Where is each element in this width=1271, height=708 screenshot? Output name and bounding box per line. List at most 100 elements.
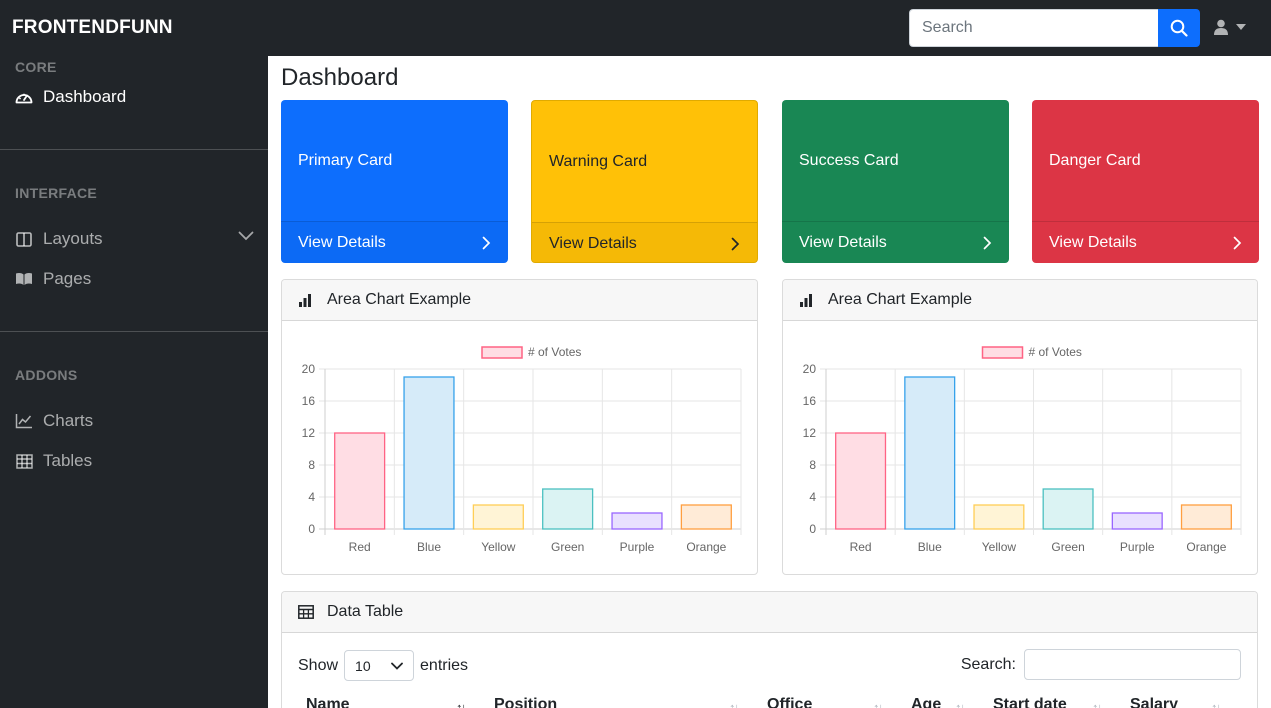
x-tick-label: Purple — [620, 540, 655, 554]
sidebar-item-label: Charts — [43, 411, 94, 430]
column-label: Start date — [993, 696, 1067, 708]
table-icon — [14, 451, 34, 471]
bar — [611, 512, 663, 530]
book-open-icon — [14, 269, 34, 289]
column-header-salary[interactable]: Salary — [1130, 696, 1178, 708]
column-header-age[interactable]: Age — [911, 696, 941, 708]
y-tick-label: 4 — [308, 490, 315, 504]
x-tick-label: Green — [1051, 540, 1084, 554]
x-tick-label: Red — [850, 540, 872, 554]
chart-panel: Area Chart Example # of Votes 0 4 8 12 16 20 Re… — [782, 279, 1258, 575]
bar-chart: # of Votes 0 4 8 12 16 20 Red Blue Yellow Green Pur… — [803, 345, 1242, 554]
legend-swatch — [481, 346, 523, 359]
sidebar-heading-core: Core — [15, 59, 57, 75]
sidebar-item-dashboard[interactable]: Dashboard — [14, 85, 254, 109]
search-input[interactable] — [909, 9, 1158, 47]
x-tick-label: Purple — [1120, 540, 1155, 554]
bar — [835, 432, 887, 530]
sidebar-divider — [0, 331, 268, 332]
view-details-label: View Details — [1049, 233, 1137, 251]
sort-icon: ↑↓ — [873, 700, 884, 708]
page-title: Dashboard — [281, 64, 399, 91]
y-tick-label: 8 — [809, 458, 816, 472]
chevron-right-icon — [731, 237, 740, 250]
view-details-link[interactable]: View Details — [281, 221, 508, 263]
y-tick-label: 0 — [308, 522, 315, 536]
sidebar: Core Dashboard Interface Layouts — [0, 56, 268, 708]
column-header-start-date[interactable]: Start date — [993, 696, 1067, 708]
sort-icon: ↑↓ — [955, 700, 966, 708]
column-label: Age — [911, 696, 942, 708]
view-details-link[interactable]: View Details — [1032, 221, 1259, 263]
sidebar-item-label: Pages — [43, 269, 92, 288]
x-tick-label: Orange — [686, 540, 726, 554]
tachometer-icon — [14, 87, 34, 107]
column-label: Name — [306, 696, 350, 708]
sidebar-item-charts[interactable]: Charts — [14, 409, 254, 433]
sidebar-item-tables[interactable]: Tables — [14, 449, 254, 473]
primary-card: Primary Card View Details — [281, 100, 508, 263]
view-details-label: View Details — [298, 233, 386, 251]
y-tick-label: 0 — [809, 522, 816, 536]
table-icon — [298, 604, 314, 620]
entries-select[interactable]: 10 — [344, 650, 415, 681]
table-header-row: Name ↑↓ Position ↑↓ Office ↑↓ Age ↑↓ Sta… — [298, 696, 1256, 708]
bar — [1180, 504, 1232, 530]
chart-line-icon — [14, 411, 34, 431]
entries-label: entries — [420, 656, 469, 674]
card-label: Success Card — [799, 152, 899, 169]
x-tick-label: Yellow — [982, 540, 1017, 554]
success-card: Success Card View Details — [782, 100, 1009, 263]
user-icon — [1214, 19, 1228, 35]
column-label: Office — [767, 696, 813, 708]
top-navbar: FRONTENDFUNN — [0, 0, 1271, 56]
y-tick-label: 16 — [803, 394, 817, 408]
sidebar-item-label: Tables — [43, 451, 93, 470]
table-search: Search: — [961, 649, 1241, 680]
column-header-name[interactable]: Name — [306, 696, 350, 708]
sort-icon: ↑↓ — [1092, 700, 1103, 708]
sort-icon: ↑↓ — [729, 700, 740, 708]
caret-down-icon — [1236, 24, 1246, 30]
brand-logo[interactable]: FRONTENDFUNN — [12, 17, 173, 38]
view-details-link[interactable]: View Details — [532, 222, 757, 262]
columns-icon — [14, 229, 34, 249]
sort-icon: ↑↓ — [1211, 700, 1222, 708]
legend-swatch — [981, 346, 1024, 359]
view-details-link[interactable]: View Details — [782, 221, 1009, 263]
show-label: Show — [298, 656, 339, 674]
bar — [403, 376, 455, 530]
x-tick-label: Yellow — [481, 540, 516, 554]
view-details-label: View Details — [549, 234, 637, 252]
chart-bar-icon — [799, 292, 815, 308]
card-label: Danger Card — [1049, 152, 1141, 169]
sidebar-item-layouts[interactable]: Layouts — [14, 227, 254, 251]
bar-chart: # of Votes 0 4 8 12 16 20 Red Blue Yellow Green Pur… — [302, 345, 742, 554]
sidebar-heading-interface: Interface — [15, 185, 98, 201]
table-search-input[interactable] — [1024, 649, 1241, 680]
bar — [542, 488, 594, 530]
bar — [472, 504, 524, 530]
sidebar-item-label: Dashboard — [43, 87, 127, 106]
column-label: Position — [494, 696, 558, 708]
search-icon — [1170, 19, 1188, 37]
search-button[interactable] — [1158, 9, 1200, 47]
legend-label: # of Votes — [528, 345, 581, 359]
entries-value: 10 — [355, 657, 371, 674]
bar — [1042, 488, 1094, 530]
data-table-panel: Data Table Show 10 entries Search: Name … — [281, 591, 1258, 708]
sidebar-divider — [0, 149, 268, 150]
warning-card: Warning Card View Details — [531, 100, 758, 263]
column-header-position[interactable]: Position — [494, 696, 557, 708]
panel-header: Data Table — [282, 592, 1257, 633]
user-dropdown[interactable] — [1214, 19, 1246, 35]
card-label: Primary Card — [298, 152, 393, 169]
y-tick-label: 20 — [302, 362, 316, 376]
chevron-down-icon — [391, 662, 403, 670]
sidebar-heading-addons: Addons — [15, 367, 78, 383]
entries-control: Show 10 entries — [298, 650, 468, 681]
column-header-office[interactable]: Office — [767, 696, 812, 708]
sidebar-item-pages[interactable]: Pages — [14, 267, 254, 291]
bar — [680, 504, 732, 530]
bar — [334, 432, 386, 530]
